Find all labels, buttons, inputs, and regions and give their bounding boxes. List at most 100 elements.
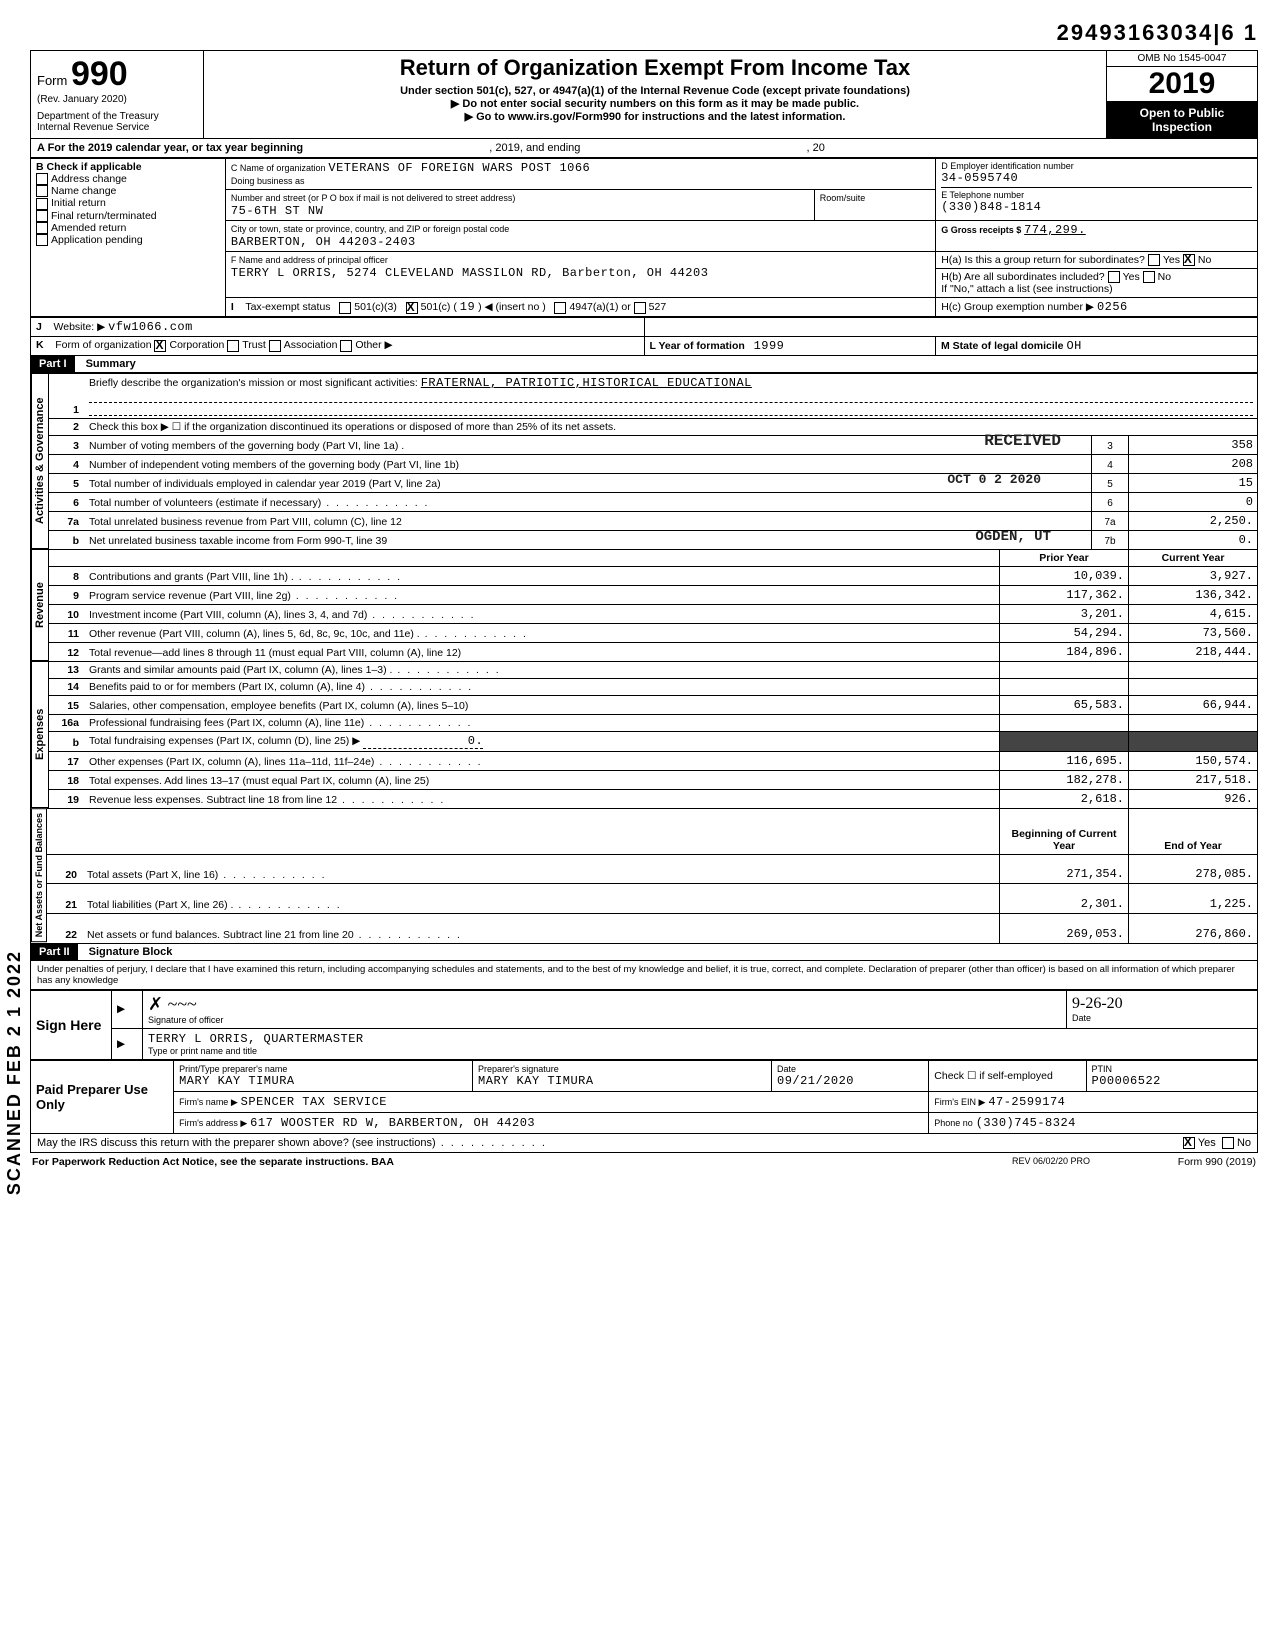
application-pending-checkbox[interactable]	[36, 234, 48, 246]
website: vfw1066.com	[108, 320, 193, 334]
line17-prior: 116,695.	[1000, 752, 1129, 771]
form-subtitle: Under section 501(c), 527, or 4947(a)(1)…	[210, 85, 1100, 97]
line5-value: 15	[1129, 474, 1258, 493]
line20-prior: 271,354.	[1000, 854, 1129, 884]
4947-checkbox[interactable]	[554, 302, 566, 314]
ein: 34-0595740	[941, 171, 1252, 185]
assoc-checkbox[interactable]	[269, 340, 281, 352]
line10-current: 4,615.	[1129, 605, 1258, 624]
rev-code: REV 06/02/20 PRO	[976, 1156, 1126, 1168]
entity-block: B Check if applicable Address change Nam…	[30, 158, 1258, 317]
part-ii-title: Signature Block	[81, 946, 173, 958]
line12-current: 218,444.	[1129, 643, 1258, 662]
line21-current: 1,225.	[1129, 884, 1258, 914]
group-exemption: 0256	[1097, 300, 1128, 314]
document-id: 29493163034|6 1	[30, 20, 1258, 46]
principal-officer: TERRY L ORRIS, 5274 CLEVELAND MASSILON R…	[231, 266, 708, 280]
ha-yes-checkbox[interactable]	[1148, 254, 1160, 266]
other-checkbox[interactable]	[340, 340, 352, 352]
received-stamp: RECEIVED	[984, 432, 1061, 450]
firm-ein: 47-2599174	[988, 1095, 1065, 1109]
mission-text: FRATERNAL, PATRIOTIC,HISTORICAL EDUCATIO…	[421, 376, 752, 390]
omb-number: OMB No 1545-0047	[1107, 51, 1257, 67]
discuss-no-checkbox[interactable]	[1222, 1137, 1234, 1149]
form-label: Form 990	[37, 55, 197, 94]
line3-value: 358	[1129, 436, 1258, 455]
side-expenses: Expenses	[31, 661, 49, 808]
part-i-bar: Part I	[31, 356, 75, 372]
side-netassets: Net Assets or Fund Balances	[31, 808, 47, 942]
street-address: 75-6TH ST NW	[231, 204, 323, 218]
sign-here-label: Sign Here	[31, 990, 112, 1059]
line19-current: 926.	[1129, 790, 1258, 809]
arrow-line-2: ▶ Go to www.irs.gov/Form990 for instruct…	[210, 110, 1100, 123]
line21-prior: 2,301.	[1000, 884, 1129, 914]
sign-date: 9-26-20	[1072, 995, 1252, 1013]
line4-value: 208	[1129, 455, 1258, 474]
ptin: P00006522	[1092, 1074, 1252, 1088]
firm-phone: (330)745-8324	[976, 1116, 1076, 1130]
rev-line: (Rev. January 2020)	[37, 94, 197, 105]
telephone: (330)848-1814	[941, 200, 1252, 214]
hb-no-checkbox[interactable]	[1143, 271, 1155, 283]
line18-current: 217,518.	[1129, 771, 1258, 790]
line18-prior: 182,278.	[1000, 771, 1129, 790]
501c3-checkbox[interactable]	[339, 302, 351, 314]
ogden-stamp: OGDEN, UT	[975, 529, 1051, 545]
hb-yes-checkbox[interactable]	[1108, 271, 1120, 283]
amended-return-checkbox[interactable]	[36, 222, 48, 234]
line19-prior: 2,618.	[1000, 790, 1129, 809]
firm-name: SPENCER TAX SERVICE	[241, 1095, 387, 1109]
discuss-yes-checkbox[interactable]	[1183, 1137, 1195, 1149]
line17-current: 150,574.	[1129, 752, 1258, 771]
trust-checkbox[interactable]	[227, 340, 239, 352]
address-change-checkbox[interactable]	[36, 173, 48, 185]
line8-current: 3,927.	[1129, 567, 1258, 586]
jk-block: J Website: ▶ vfw1066.com K Form of organ…	[30, 317, 1258, 356]
line11-prior: 54,294.	[1000, 624, 1129, 643]
side-revenue: Revenue	[31, 549, 49, 661]
line20-current: 278,085.	[1129, 854, 1258, 884]
preparer-name: MARY KAY TIMURA	[179, 1074, 467, 1088]
line15-prior: 65,583.	[1000, 696, 1129, 715]
527-checkbox[interactable]	[634, 302, 646, 314]
part-ii-bar: Part II	[31, 944, 78, 960]
firm-address: 617 WOOSTER RD W, BARBERTON, OH 44203	[250, 1116, 535, 1130]
scanned-stamp: SCANNED FEB 2 1 2022	[4, 950, 25, 1195]
501c-checkbox[interactable]	[406, 302, 418, 314]
ha-no-checkbox[interactable]	[1183, 254, 1195, 266]
line10-prior: 3,201.	[1000, 605, 1129, 624]
g-label: G Gross receipts $	[941, 225, 1021, 235]
city-state-zip: BARBERTON, OH 44203-2403	[231, 235, 416, 249]
paid-preparer-label: Paid Preparer Use Only	[31, 1060, 174, 1133]
line9-prior: 117,362.	[1000, 586, 1129, 605]
b-label: B Check if applicable	[36, 161, 220, 173]
perjury-statement: Under penalties of perjury, I declare th…	[30, 961, 1258, 990]
open-public: Open to Public Inspection	[1107, 102, 1257, 138]
paid-preparer-block: Paid Preparer Use Only Print/Type prepar…	[30, 1060, 1258, 1134]
corp-checkbox[interactable]	[154, 340, 166, 352]
line8-prior: 10,039.	[1000, 567, 1129, 586]
line15-current: 66,944.	[1129, 696, 1258, 715]
stamp-date: OCT 0 2 2020	[947, 472, 1041, 487]
line7b-value: 0.	[1129, 531, 1258, 550]
initial-return-checkbox[interactable]	[36, 198, 48, 210]
line9-current: 136,342.	[1129, 586, 1258, 605]
dept-line: Department of the Treasury	[37, 111, 197, 122]
line6-value: 0	[1129, 493, 1258, 512]
state-domicile: OH	[1066, 339, 1081, 353]
name-change-checkbox[interactable]	[36, 185, 48, 197]
irs-line: Internal Revenue Service	[37, 122, 197, 133]
line-a: A For the 2019 calendar year, or tax yea…	[30, 139, 1258, 158]
line22-current: 276,860.	[1129, 914, 1258, 943]
final-return-checkbox[interactable]	[36, 210, 48, 222]
line7a-value: 2,250.	[1129, 512, 1258, 531]
line22-prior: 269,053.	[1000, 914, 1129, 943]
tax-year: 2019	[1107, 67, 1257, 102]
form-title: Return of Organization Exempt From Incom…	[210, 55, 1100, 81]
org-name: VETERANS OF FOREIGN WARS POST 1066	[328, 161, 590, 175]
line11-current: 73,560.	[1129, 624, 1258, 643]
gross-receipts: 774,299.	[1024, 223, 1086, 237]
signature-block: Sign Here ▶ ✗ ~~~ Signature of officer 9…	[30, 990, 1258, 1060]
line16b-value: 0.	[363, 734, 483, 749]
